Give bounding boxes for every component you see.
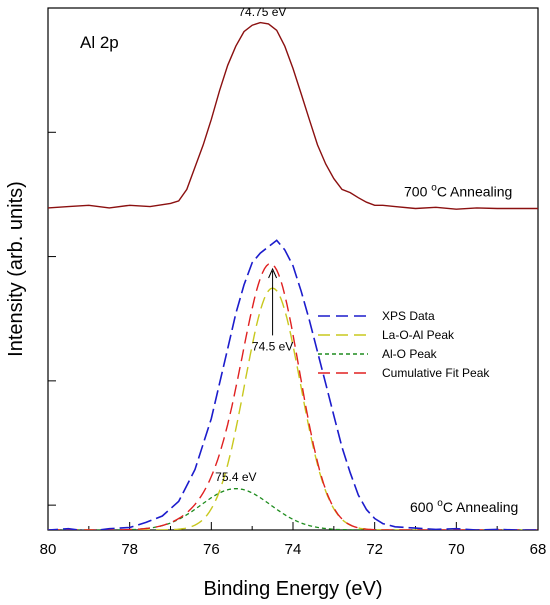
series-700c-data: [48, 21, 538, 210]
annotation-2: 75.4 eV: [215, 470, 256, 484]
x-tick-label-74: 74: [285, 541, 302, 558]
condition-700-prefix: 700: [404, 184, 431, 200]
legend-label-al-o: Al-O Peak: [382, 347, 438, 361]
x-tick-label-68: 68: [530, 541, 547, 558]
x-tick-label-70: 70: [448, 541, 465, 558]
condition-600-degree: o: [437, 498, 443, 509]
condition-label-600: 600 oC Annealing: [410, 498, 518, 515]
condition-700-suffix: C Annealing: [437, 184, 513, 200]
series-layer: [48, 21, 538, 530]
condition-700-degree: o: [431, 183, 437, 194]
annotations: 74.75 eV 74.5 eV 75.4 eV: [215, 5, 293, 484]
legend-label-cumulative-fit: Cumulative Fit Peak: [382, 366, 490, 380]
legend: XPS Data La-O-Al Peak Al-O Peak Cumulati…: [318, 309, 490, 380]
y-axis-title: Intensity (arb. units): [5, 181, 27, 357]
series-xps-data: [48, 239, 538, 530]
annotation-arrow-head: [268, 267, 278, 279]
series-cumulative-fit: [48, 262, 538, 530]
y-axis-ticks: [48, 131, 56, 506]
legend-label-la-o-al: La-O-Al Peak: [382, 328, 455, 342]
x-tick-label-76: 76: [203, 541, 220, 558]
x-tick-label-72: 72: [366, 541, 383, 558]
condition-600-prefix: 600: [410, 499, 437, 515]
x-axis-title: Binding Energy (eV): [204, 578, 383, 600]
condition-label-700: 700 oC Annealing: [404, 183, 512, 200]
panel-label: Al 2p: [80, 33, 119, 52]
condition-600-suffix: C Annealing: [443, 499, 519, 515]
annotation-1: 74.5 eV: [252, 339, 293, 353]
x-tick-label-80: 80: [40, 541, 57, 558]
legend-label-xps-data: XPS Data: [382, 309, 435, 323]
x-axis-ticks: 80 78 76 74 72 70 68: [40, 522, 547, 558]
annotation-0: 74.75 eV: [238, 5, 286, 19]
series-la-o-al-peak: [48, 287, 538, 530]
plot-frame: [47, 7, 539, 531]
x-tick-label-78: 78: [121, 541, 138, 558]
